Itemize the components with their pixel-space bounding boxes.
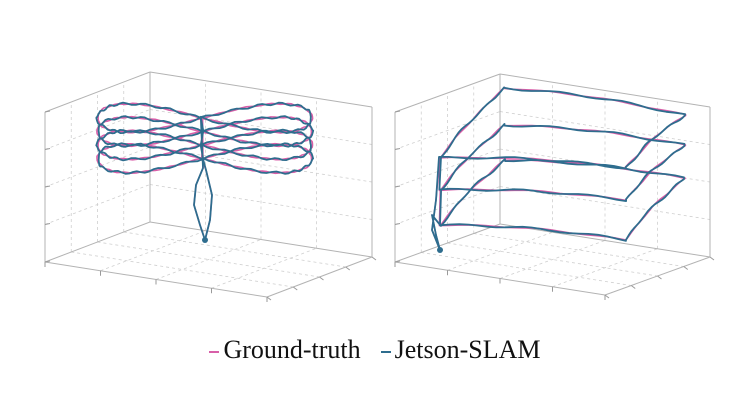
grid-line xyxy=(97,241,320,278)
axis-tick xyxy=(44,223,51,225)
axis-tick xyxy=(657,275,662,280)
start-marker xyxy=(202,237,208,243)
jetson-slam-trajectory xyxy=(95,101,315,241)
axis-tick xyxy=(630,285,636,289)
axis-tick xyxy=(345,266,351,271)
grid-line xyxy=(552,248,658,288)
box-edge xyxy=(394,223,501,263)
axis-tick xyxy=(44,185,51,188)
grid-line xyxy=(149,184,373,220)
axis-tick xyxy=(44,148,51,150)
grid-line xyxy=(394,148,501,188)
box-edge xyxy=(149,71,373,108)
legend-jetson-slam: Jetson-SLAM xyxy=(380,335,541,365)
ground-truth-swatch xyxy=(209,351,220,353)
grid-line xyxy=(499,240,606,279)
box-edge xyxy=(149,221,373,258)
axis-tick xyxy=(394,260,401,263)
plot-stacked-rectangles xyxy=(394,73,715,300)
axis-tick xyxy=(319,276,324,281)
box-edge xyxy=(44,71,151,113)
axis-tick xyxy=(44,260,51,263)
grid-line xyxy=(394,111,501,150)
grid-line xyxy=(499,111,711,145)
axis-tick xyxy=(394,148,401,150)
axis-tick xyxy=(604,294,610,299)
plot-figure-eight xyxy=(44,71,377,302)
jetson-slam-swatch xyxy=(380,351,391,353)
axis-tick xyxy=(683,266,689,270)
start-marker xyxy=(437,247,443,253)
jetson-slam-trajectory xyxy=(431,86,686,251)
grid-line xyxy=(421,252,632,286)
grid-line xyxy=(211,247,317,289)
axis-tick xyxy=(709,256,715,261)
grid-line xyxy=(447,231,553,271)
box-edge xyxy=(499,223,711,258)
legend-label-ground-truth: Ground-truth xyxy=(223,335,361,364)
box-edge xyxy=(394,73,501,113)
axis-tick xyxy=(371,256,377,261)
grid-line xyxy=(155,239,262,280)
legend-label-jetson-slam: Jetson-SLAM xyxy=(394,335,541,364)
grid-line xyxy=(149,109,373,145)
grid-line xyxy=(44,146,151,188)
box-edge xyxy=(44,221,151,263)
axis-tick xyxy=(394,223,401,225)
legend-ground-truth: Ground-truth xyxy=(209,335,361,365)
legend: Ground-truth Jetson-SLAM xyxy=(0,330,750,370)
axis-tick xyxy=(394,185,401,188)
grid-line xyxy=(473,233,684,267)
box-edge xyxy=(499,73,711,108)
trajectory-plots xyxy=(44,71,715,302)
axis-tick xyxy=(394,110,401,113)
axis-tick xyxy=(292,286,298,291)
grid-line xyxy=(123,231,346,268)
axis-tick xyxy=(44,110,51,113)
axis-tick xyxy=(266,296,272,301)
grid-line xyxy=(71,251,294,288)
